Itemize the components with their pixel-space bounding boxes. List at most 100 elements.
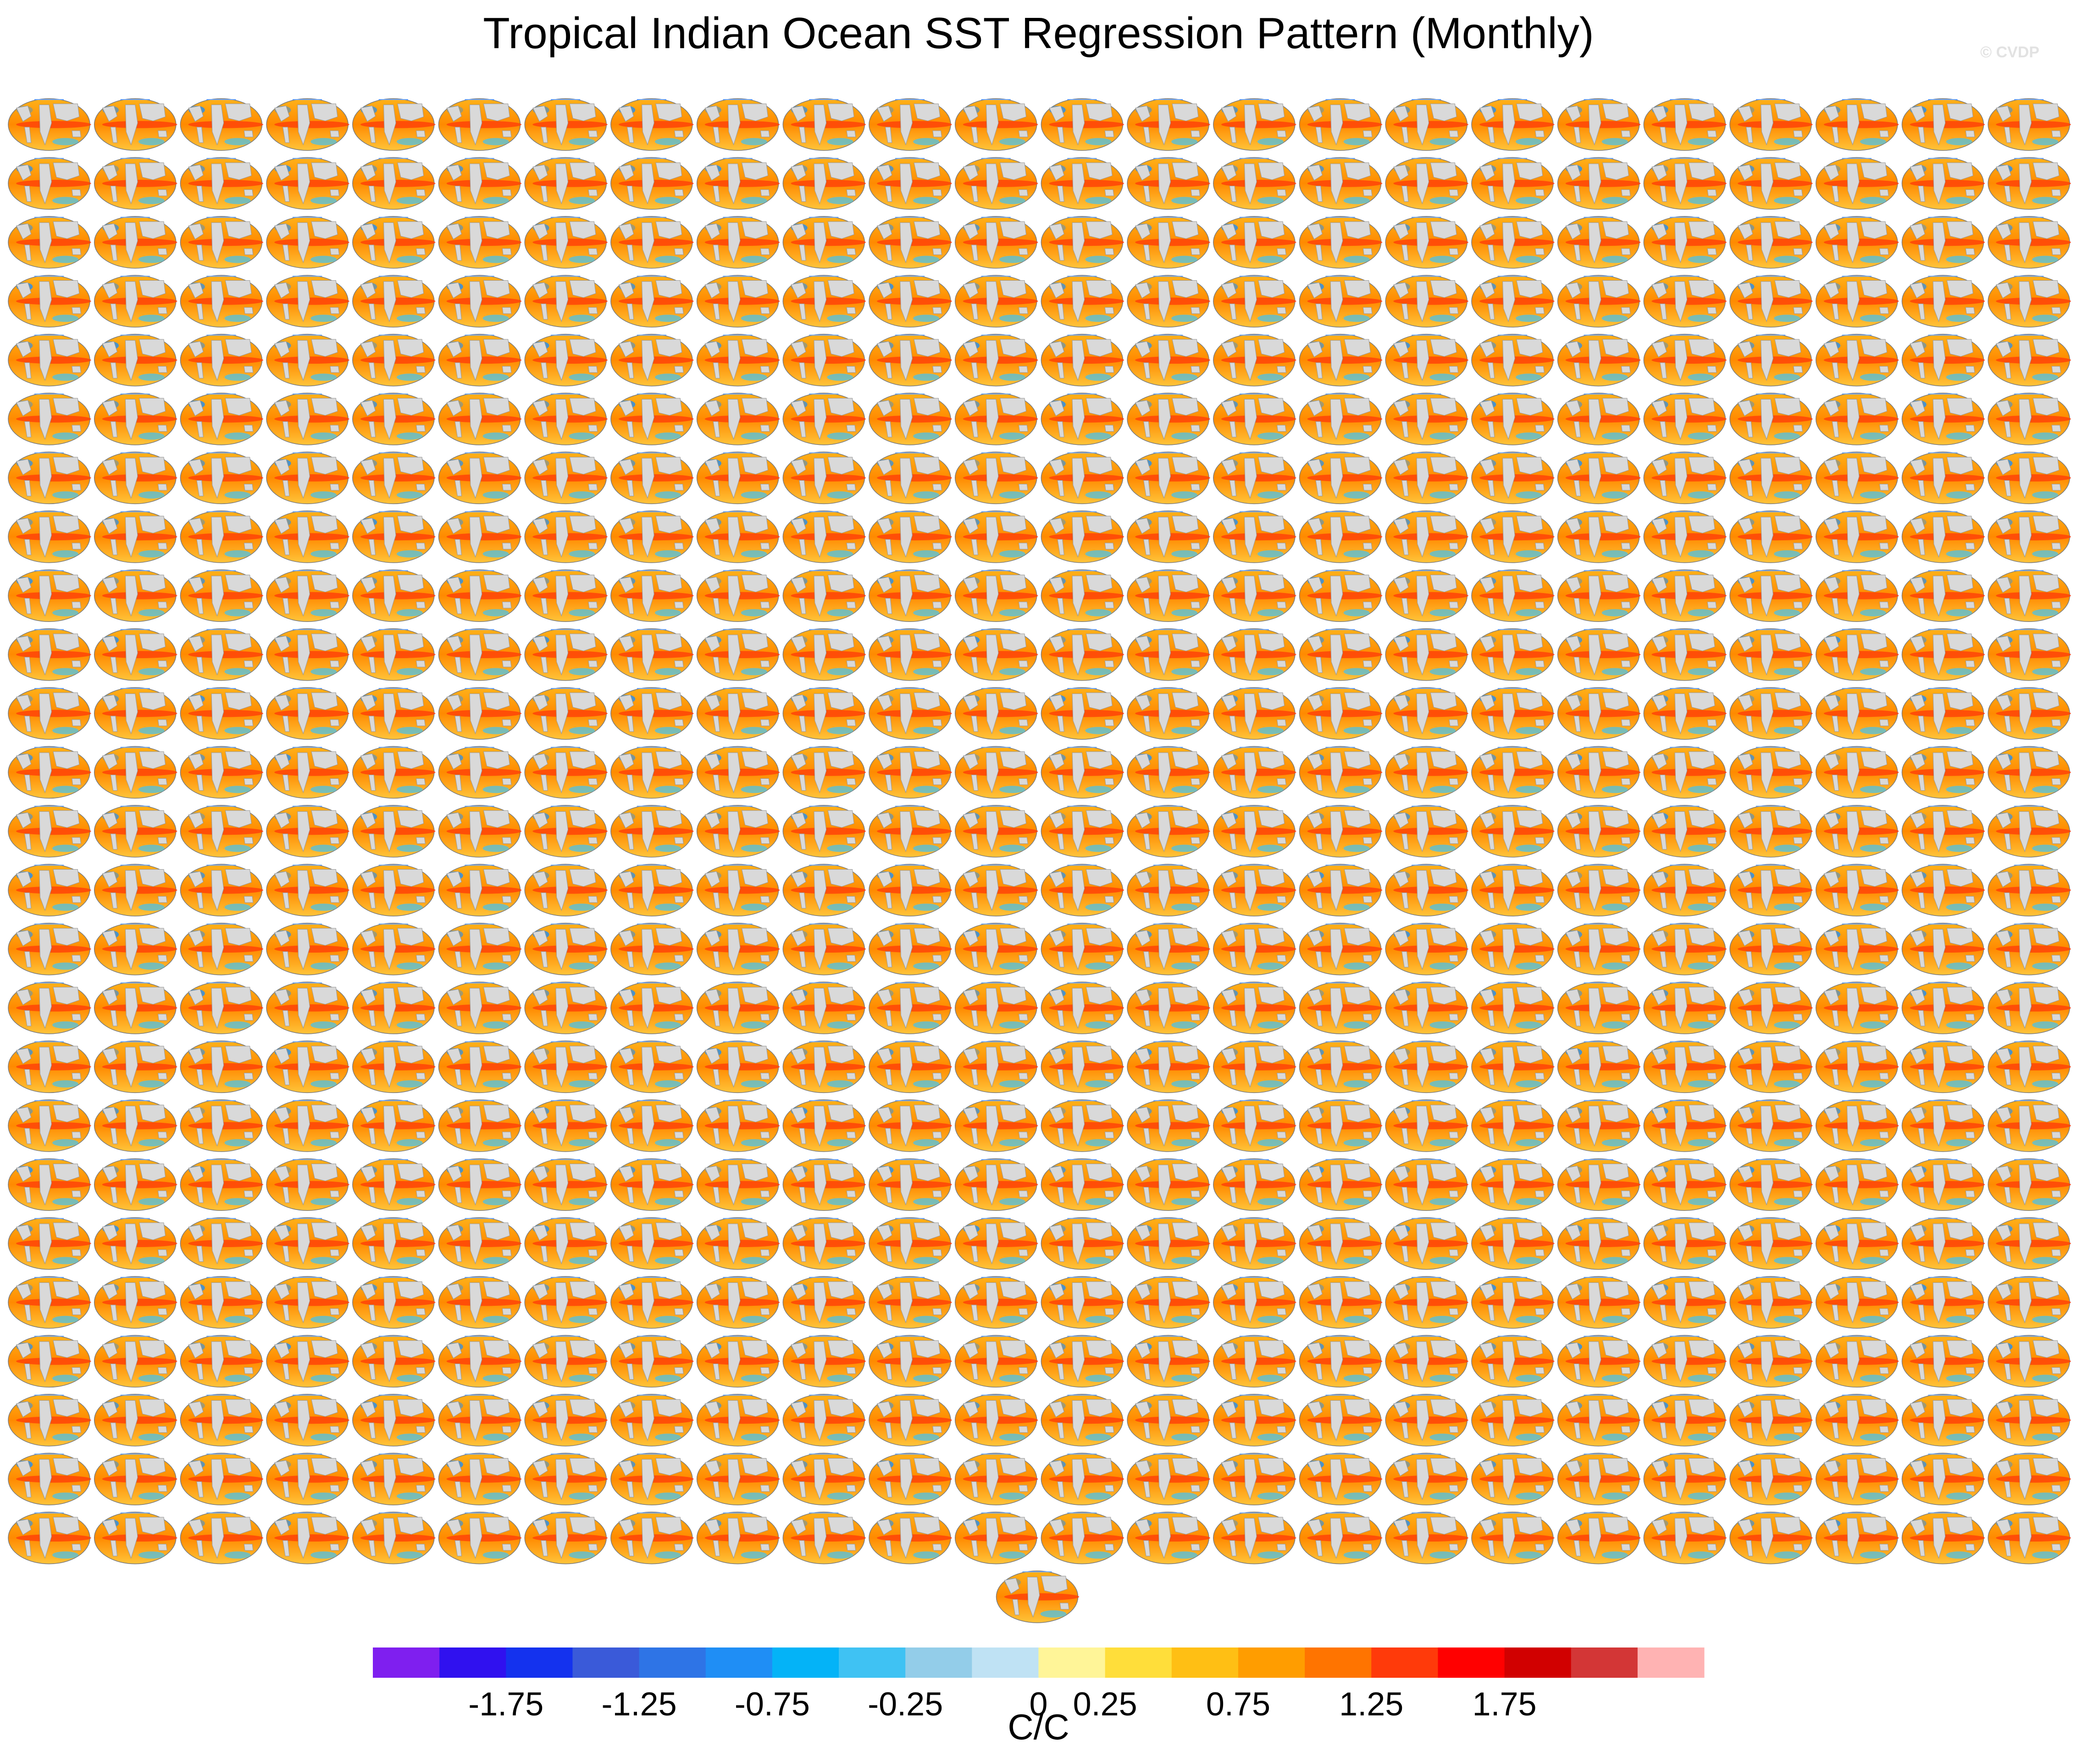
map-panel bbox=[180, 1276, 264, 1329]
map-panel bbox=[438, 628, 522, 681]
map-panel bbox=[1299, 98, 1383, 151]
map-panel bbox=[696, 157, 780, 210]
map-panel bbox=[954, 1394, 1038, 1447]
map-panel bbox=[94, 216, 177, 269]
map-panel bbox=[266, 982, 349, 1034]
map-panel bbox=[1557, 1453, 1641, 1505]
map-panel bbox=[954, 569, 1038, 622]
map-panel bbox=[1471, 628, 1555, 681]
map-panel bbox=[1988, 805, 2071, 858]
map-panel bbox=[1299, 157, 1383, 210]
map-panel bbox=[1988, 746, 2071, 799]
map-panel bbox=[1557, 333, 1641, 387]
map-panel bbox=[1988, 216, 2071, 269]
map-panel bbox=[352, 1099, 436, 1152]
map-panel bbox=[1729, 1394, 1813, 1447]
map-panel bbox=[266, 1217, 349, 1270]
map-panel bbox=[438, 98, 522, 151]
map-panel bbox=[266, 1040, 349, 1093]
map-panel bbox=[1557, 1158, 1641, 1211]
map-panel bbox=[696, 1276, 780, 1329]
map-panel bbox=[1901, 510, 1985, 563]
map-panel bbox=[1299, 569, 1383, 622]
map-panel bbox=[1041, 982, 1124, 1034]
map-panel bbox=[1729, 393, 1813, 445]
map-panel bbox=[1299, 333, 1383, 387]
map-panel bbox=[1127, 982, 1210, 1034]
map-panel bbox=[8, 922, 91, 976]
map-panel bbox=[438, 1394, 522, 1447]
map-panel bbox=[1815, 628, 1899, 681]
map-panel bbox=[1901, 98, 1985, 151]
map-panel bbox=[610, 1217, 694, 1270]
map-panel bbox=[610, 864, 694, 916]
map-panel bbox=[1815, 393, 1899, 445]
map-panel bbox=[1385, 805, 1469, 858]
map-panel bbox=[1041, 1453, 1124, 1505]
map-panel bbox=[266, 922, 349, 976]
map-panel bbox=[8, 687, 91, 740]
map-panel bbox=[782, 1276, 866, 1329]
map-panel bbox=[1988, 275, 2071, 327]
map-panel bbox=[1815, 157, 1899, 210]
map-panel bbox=[1471, 922, 1555, 976]
map-panel bbox=[1901, 1276, 1985, 1329]
map-panel bbox=[352, 510, 436, 563]
map-panel bbox=[524, 687, 608, 740]
map-panel bbox=[1213, 98, 1296, 151]
map-panel bbox=[1729, 451, 1813, 505]
map-panel bbox=[266, 805, 349, 858]
map-panel bbox=[1643, 157, 1727, 210]
map-panel bbox=[1471, 393, 1555, 445]
map-panel bbox=[1213, 1217, 1296, 1270]
map-panel bbox=[1557, 1099, 1641, 1152]
map-panel bbox=[1041, 216, 1124, 269]
map-panel bbox=[954, 1511, 1038, 1564]
map-panel bbox=[696, 1099, 780, 1152]
colorbar-swatch bbox=[772, 1648, 839, 1678]
map-panel bbox=[1557, 628, 1641, 681]
map-panel bbox=[1041, 805, 1124, 858]
map-panel bbox=[782, 1158, 866, 1211]
map-panel bbox=[1213, 628, 1296, 681]
map-panel bbox=[1041, 333, 1124, 387]
map-panel bbox=[1729, 333, 1813, 387]
map-panel bbox=[1471, 864, 1555, 916]
map-panel bbox=[266, 1276, 349, 1329]
map-panel bbox=[1213, 1158, 1296, 1211]
map-panel bbox=[1643, 746, 1727, 799]
map-panel bbox=[1385, 864, 1469, 916]
cvdp-watermark: © CVDP bbox=[1980, 44, 2039, 61]
map-panel bbox=[1471, 1099, 1555, 1152]
map-panel bbox=[1557, 393, 1641, 445]
map-panel bbox=[1643, 216, 1727, 269]
map-panel bbox=[782, 510, 866, 563]
map-panel bbox=[94, 628, 177, 681]
map-panel bbox=[610, 1099, 694, 1152]
map-panel bbox=[1385, 275, 1469, 327]
map-panel bbox=[1213, 1394, 1296, 1447]
map-panel bbox=[1901, 922, 1985, 976]
map-panel bbox=[1299, 687, 1383, 740]
map-panel bbox=[954, 1453, 1038, 1505]
map-panel bbox=[438, 451, 522, 505]
map-panel bbox=[1385, 157, 1469, 210]
map-panel bbox=[180, 451, 264, 505]
map-panel bbox=[94, 1453, 177, 1505]
map-panel bbox=[610, 1511, 694, 1564]
colorbar-swatch bbox=[1238, 1648, 1305, 1678]
map-panel bbox=[266, 393, 349, 445]
map-panel bbox=[954, 1099, 1038, 1152]
map-panel bbox=[1729, 275, 1813, 327]
map-panel bbox=[8, 1394, 91, 1447]
map-panel bbox=[1471, 1217, 1555, 1270]
map-panel bbox=[266, 1099, 349, 1152]
map-panel bbox=[8, 393, 91, 445]
map-panel bbox=[1988, 1453, 2071, 1505]
map-panel bbox=[94, 687, 177, 740]
map-panel bbox=[1729, 1511, 1813, 1564]
map-panel bbox=[438, 864, 522, 916]
map-panel bbox=[869, 510, 952, 563]
map-panel bbox=[1041, 864, 1124, 916]
map-panel bbox=[1127, 275, 1210, 327]
